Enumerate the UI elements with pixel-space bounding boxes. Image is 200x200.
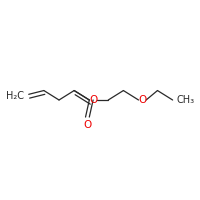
Text: O: O <box>89 95 97 105</box>
Text: O: O <box>138 95 146 105</box>
Text: O: O <box>83 120 92 130</box>
Text: CH₃: CH₃ <box>176 95 195 105</box>
Text: H₂C: H₂C <box>6 91 24 101</box>
